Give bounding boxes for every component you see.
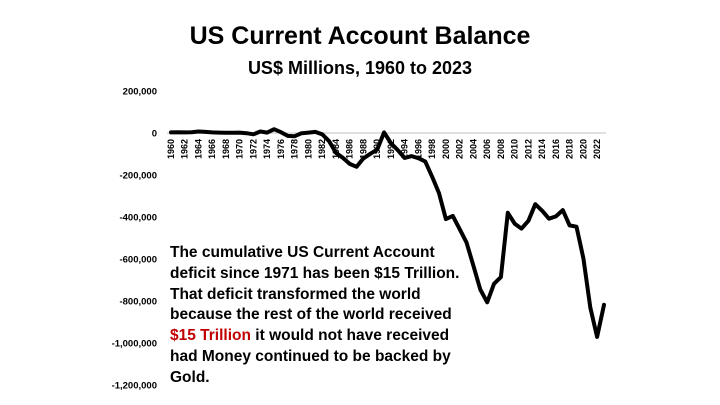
y-tick-label: 200,000: [123, 87, 157, 98]
x-tick-label: 1970: [235, 139, 245, 159]
x-tick-label: 2022: [592, 139, 602, 159]
x-tick-label: 1968: [221, 139, 231, 159]
x-tick-label: 2008: [496, 139, 506, 159]
x-tick-label: 1988: [358, 139, 368, 159]
x-tick-label: 1978: [290, 139, 300, 159]
annotation-line: That deficit transformed the world: [170, 285, 421, 303]
x-tick-label: 1972: [248, 139, 258, 159]
x-tick-label: 2004: [468, 139, 478, 159]
x-tick-label: 2020: [578, 139, 588, 159]
x-tick-label: 1986: [345, 139, 355, 159]
x-tick-label: 1996: [413, 139, 423, 159]
x-tick-label: 1966: [207, 139, 217, 159]
x-tick-label: 1964: [193, 139, 203, 159]
x-tick-label: 1994: [400, 139, 410, 159]
x-tick-label: 2002: [455, 139, 465, 159]
x-tick-label: 1982: [317, 139, 327, 159]
y-tick-label: -800,000: [119, 297, 157, 308]
y-tick-label: -1,200,000: [112, 381, 157, 392]
x-tick-label: 2016: [551, 139, 561, 159]
annotation-line: $15 Trillion it would not have received: [170, 326, 490, 347]
x-axis-ticks: 1960 1962 1964 1966 1968 1970 1972 1974 1976 1978…: [166, 139, 602, 159]
y-axis-ticks: 200,000 0 -200,000 -400,000 -600,000 -800,000…: [112, 87, 157, 392]
annotation-text: The cumulative US Current Account defici…: [170, 243, 490, 389]
x-tick-label: 2010: [510, 139, 520, 159]
annotation-line: because the rest of the world received: [170, 306, 452, 324]
x-tick-label: 1992: [386, 139, 396, 159]
x-tick-label: 1976: [276, 139, 286, 159]
x-tick-label: 2012: [523, 139, 533, 159]
annotation-line: deficit since 1971 has been $15 Trillion…: [170, 264, 460, 282]
y-tick-label: -600,000: [119, 255, 157, 266]
chart-title: US Current Account Balance: [189, 22, 531, 50]
y-tick-label: -1,000,000: [112, 339, 157, 350]
x-tick-label: 1980: [303, 139, 313, 159]
x-tick-label: 2018: [565, 139, 575, 159]
x-tick-label: 1974: [262, 139, 272, 159]
annotation-line: The cumulative US Current Account: [170, 244, 435, 261]
y-tick-label: -400,000: [119, 213, 157, 224]
annotation-line: Gold.: [170, 368, 210, 386]
annotation-line: had Money continued to be backed by: [170, 347, 451, 365]
x-tick-label: 2006: [482, 139, 492, 159]
annotation-line-rest: it would not have received: [250, 327, 450, 345]
annotation-highlight: $15 Trillion: [170, 327, 251, 345]
y-tick-label: 0: [152, 129, 157, 140]
series-line: [169, 127, 606, 339]
x-tick-label: 1960: [166, 139, 176, 159]
x-tick-label: 1998: [427, 139, 437, 159]
chart-subtitle: US$ Millions, 1960 to 2023: [247, 58, 473, 78]
x-tick-label: 2014: [537, 139, 547, 159]
y-tick-label: -200,000: [119, 171, 157, 182]
x-tick-label: 1962: [180, 139, 190, 159]
x-tick-label: 2000: [441, 139, 451, 159]
